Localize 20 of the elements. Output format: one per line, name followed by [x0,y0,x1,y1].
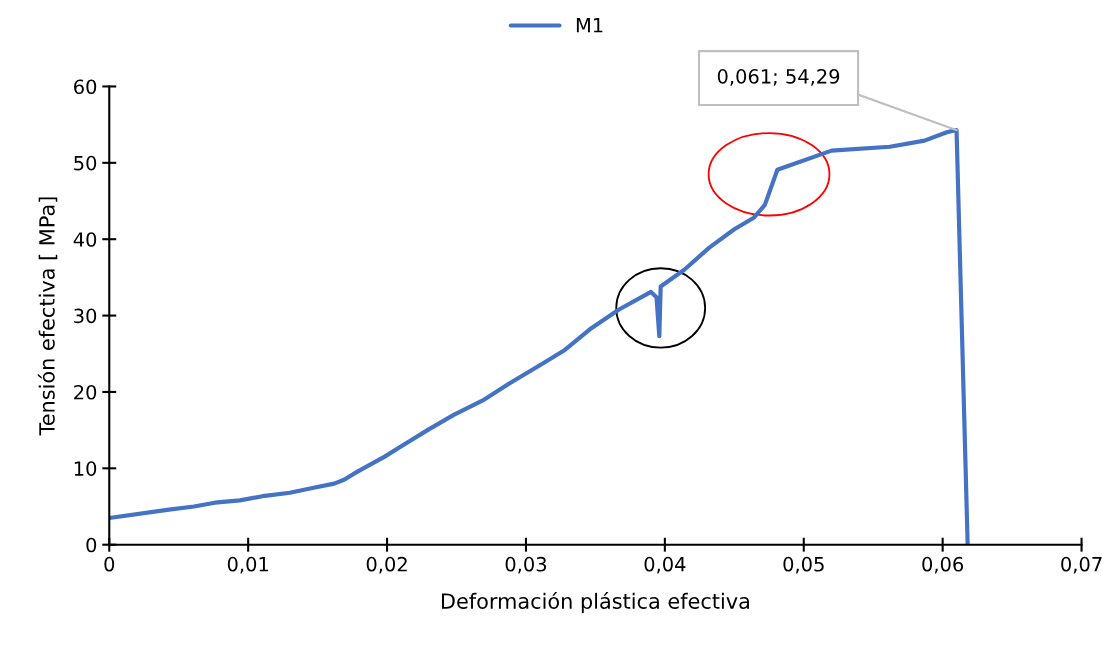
annotation: 0,061; 54,29 [717,68,840,86]
x-tick-label: 0,06 [922,556,964,574]
x-tick-label: 0,01 [227,556,269,574]
line-series [109,127,970,545]
y-tick-label: 0 [86,537,97,553]
y-tick-label: 50 [74,155,97,171]
y-tick-label: 10 [74,461,97,476]
x-tick-label: 0,02 [366,556,407,574]
x-axis-title: Deformación plástica efectiva [441,591,749,613]
x-tick-label: 0,04 [644,556,686,574]
y-tick-label: 60 [74,79,97,95]
y-tick-label: 20 [74,384,97,400]
x-tick-label: 0,03 [505,556,547,574]
x-tick-label: 0,05 [783,556,824,574]
y-tick-label: 40 [73,232,97,247]
x-tick-label: 0 [104,556,115,572]
y-tick-label: 30 [74,308,97,324]
x-tick-label: 0,07 [1061,556,1102,574]
y-axis-title: Tensión efectiva [ MPa] [37,197,58,436]
legend-label: M1 [576,18,603,33]
